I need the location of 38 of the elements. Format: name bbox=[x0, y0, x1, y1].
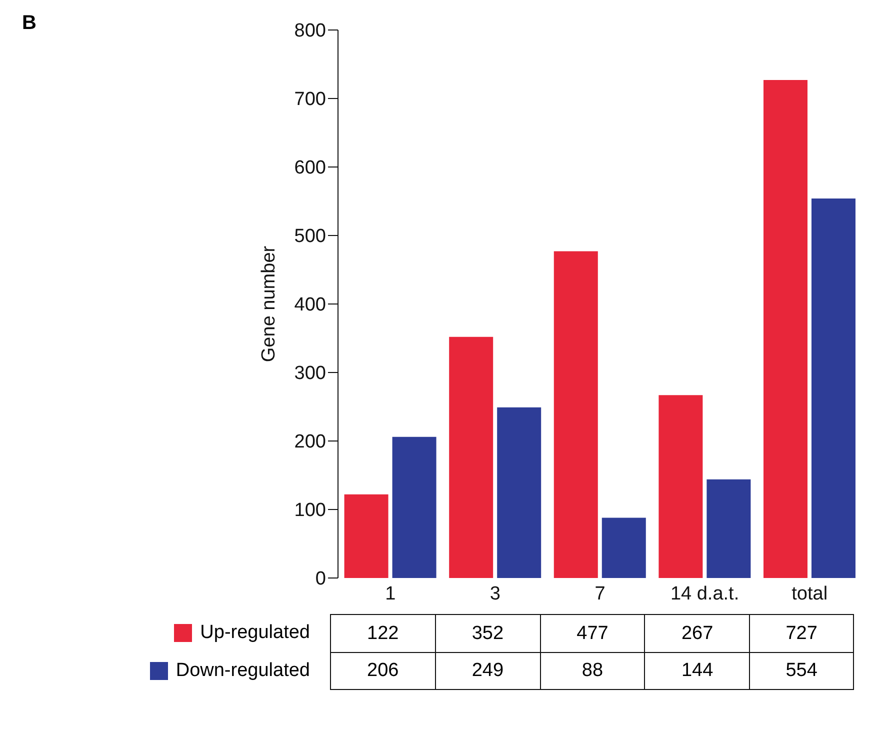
y-tick-label: 600 bbox=[294, 158, 326, 179]
bar bbox=[658, 395, 703, 578]
legend-label: Down-regulated bbox=[176, 660, 310, 682]
data-label: 727 bbox=[749, 614, 854, 652]
y-tick-label: 800 bbox=[294, 20, 326, 42]
y-tick-label: 300 bbox=[294, 363, 326, 384]
y-tick-label: 700 bbox=[294, 89, 326, 110]
bar bbox=[602, 518, 646, 578]
data-label: 267 bbox=[644, 614, 750, 652]
x-tick-label: 7 bbox=[594, 583, 606, 604]
y-tick-label: 200 bbox=[294, 432, 326, 453]
legend-label: Up-regulated bbox=[200, 622, 310, 644]
y-axis-title: Gene number bbox=[258, 245, 280, 362]
data-label: 477 bbox=[540, 614, 644, 652]
y-tick-label: 400 bbox=[294, 294, 326, 316]
bar bbox=[763, 80, 808, 578]
bar bbox=[706, 479, 751, 578]
x-tick-label: total bbox=[792, 583, 828, 604]
data-label: 206 bbox=[330, 652, 435, 690]
text: B bbox=[22, 12, 36, 35]
bar bbox=[811, 198, 856, 578]
data-label: 554 bbox=[749, 652, 854, 690]
bar bbox=[554, 251, 598, 578]
x-tick-label: 3 bbox=[490, 583, 500, 604]
data-label: 122 bbox=[330, 614, 435, 652]
data-label: 352 bbox=[434, 614, 540, 652]
x-tick-label: 1 bbox=[385, 583, 396, 604]
x-tick-label: 14 d.a.t. bbox=[670, 583, 740, 604]
data-label: 249 bbox=[434, 652, 540, 690]
y-tick-label: 100 bbox=[294, 500, 326, 522]
y-tick-label: 500 bbox=[294, 226, 326, 248]
bar bbox=[449, 336, 494, 578]
bar bbox=[392, 436, 436, 578]
y-tick-label: 0 bbox=[315, 568, 326, 590]
bar bbox=[344, 494, 388, 578]
data-label: 144 bbox=[644, 652, 750, 690]
data-label: 88 bbox=[540, 652, 644, 690]
bar bbox=[497, 407, 542, 578]
